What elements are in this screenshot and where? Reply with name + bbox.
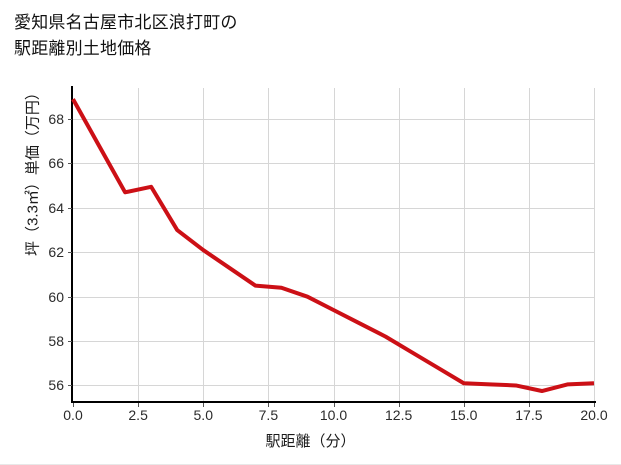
gridline-horizontal xyxy=(73,341,594,342)
gridline-vertical xyxy=(334,88,335,401)
x-axis-label: 駅距離（分） xyxy=(265,433,356,450)
x-tick-label: 15.0 xyxy=(450,407,478,423)
x-tick-mark xyxy=(138,403,139,407)
gridline-vertical xyxy=(594,88,595,401)
y-tick-label: 68 xyxy=(48,111,64,128)
y-tick-mark xyxy=(68,119,72,120)
gridline-horizontal xyxy=(73,297,594,298)
plot-area xyxy=(71,88,595,401)
gridline-horizontal xyxy=(73,119,594,120)
x-tick-label: 7.5 xyxy=(258,407,279,423)
gridline-vertical xyxy=(203,88,204,401)
x-tick-mark xyxy=(268,403,269,407)
y-tick-label: 64 xyxy=(48,199,64,216)
gridline-vertical xyxy=(138,88,139,401)
y-axis-spine xyxy=(71,86,73,403)
y-tick-mark xyxy=(68,297,72,298)
y-tick-label: 66 xyxy=(48,155,64,172)
gridline-horizontal xyxy=(73,385,594,386)
y-tick-mark xyxy=(68,385,72,386)
y-axis-label: 坪（3.3㎡）単価（万円） xyxy=(24,85,42,256)
x-tick-label: 2.5 xyxy=(128,407,148,423)
y-tick-mark xyxy=(68,163,72,164)
x-tick-mark xyxy=(594,403,595,407)
line-series-path xyxy=(71,98,595,394)
y-tick-mark xyxy=(68,341,72,342)
x-axis-spine xyxy=(71,401,596,403)
y-tick-label: 56 xyxy=(48,377,64,394)
x-tick-mark xyxy=(464,403,465,407)
gridline-vertical xyxy=(464,88,465,401)
y-tick-label: 58 xyxy=(48,333,64,350)
gridlines xyxy=(73,88,595,401)
x-tick-mark xyxy=(334,403,335,407)
x-tick-mark xyxy=(399,403,400,407)
gridline-horizontal xyxy=(73,252,594,253)
x-tick-label: 10.0 xyxy=(319,407,348,423)
y-tick-label: 60 xyxy=(48,288,64,305)
y-tick-mark xyxy=(68,208,72,209)
y-tick-mark xyxy=(68,252,72,253)
line-series-layer xyxy=(71,98,595,394)
gridline-horizontal xyxy=(73,163,594,164)
gridline-vertical xyxy=(399,88,400,401)
x-tick-label: 0.0 xyxy=(63,407,83,423)
x-tick-label: 12.5 xyxy=(385,407,413,423)
x-tick-mark xyxy=(73,403,74,407)
gridline-vertical xyxy=(268,88,269,401)
gridline-horizontal xyxy=(73,208,594,209)
x-tick-mark xyxy=(203,403,204,407)
gridline-vertical xyxy=(529,88,530,401)
y-tick-label: 62 xyxy=(48,244,64,261)
x-tick-label: 5.0 xyxy=(193,407,213,423)
page-title: 愛知県名古屋市北区浪打町の 駅距離別土地価格 xyxy=(14,13,238,58)
x-tick-label: 20.0 xyxy=(580,407,608,423)
x-tick-mark xyxy=(529,403,530,407)
x-tick-label: 17.5 xyxy=(515,407,543,423)
